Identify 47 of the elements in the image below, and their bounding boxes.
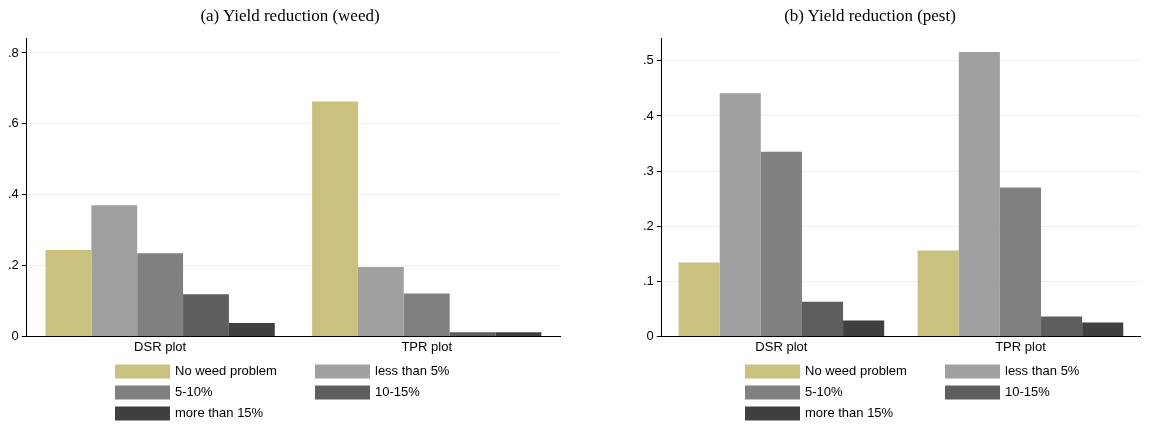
bar bbox=[91, 205, 138, 336]
legend-label: more than 15% bbox=[805, 404, 894, 420]
y-tick-label: .2 bbox=[643, 217, 654, 233]
x-tick-label: DSR plot bbox=[134, 338, 187, 354]
bar bbox=[958, 52, 1000, 336]
x-tick-label: DSR plot bbox=[755, 338, 808, 354]
legend-label: No weed problem bbox=[805, 362, 907, 378]
y-tick-label: .1 bbox=[643, 272, 654, 288]
bar bbox=[183, 294, 229, 336]
bar bbox=[760, 151, 802, 336]
bar bbox=[1041, 316, 1083, 336]
legend-label: 10-15% bbox=[1005, 383, 1051, 399]
x-tick-label: TPR plot bbox=[401, 338, 453, 354]
bar bbox=[719, 93, 761, 336]
bar bbox=[403, 293, 450, 336]
bar bbox=[843, 320, 885, 336]
bar bbox=[45, 249, 92, 336]
legend-label: No weed problem bbox=[175, 362, 277, 378]
chart-title: (b) Yield reduction (pest) bbox=[783, 5, 957, 27]
y-tick-label: .6 bbox=[8, 115, 19, 131]
y-tick-label: .8 bbox=[8, 44, 19, 60]
legend-label: 10-15% bbox=[375, 383, 421, 399]
y-tick-label: .4 bbox=[8, 186, 19, 202]
legend-label: 5-10% bbox=[805, 383, 844, 399]
bar bbox=[357, 266, 404, 336]
legend-label: less than 5% bbox=[1005, 362, 1080, 378]
y-tick-label: .4 bbox=[643, 107, 654, 123]
legend-label: more than 15% bbox=[175, 404, 264, 420]
bar bbox=[228, 322, 275, 336]
legend-label: 5-10% bbox=[175, 383, 214, 399]
y-tick-label: 0 bbox=[11, 327, 19, 343]
bar bbox=[137, 253, 184, 336]
y-tick-label: .2 bbox=[8, 257, 19, 273]
chart-title: (a) Yield reduction (weed) bbox=[199, 5, 381, 27]
legend-label: less than 5% bbox=[375, 362, 450, 378]
bar bbox=[1082, 322, 1124, 336]
y-tick-label: .3 bbox=[643, 162, 654, 178]
bar bbox=[917, 250, 959, 336]
y-tick-label: .5 bbox=[643, 52, 654, 68]
bar bbox=[801, 301, 844, 336]
bar bbox=[495, 332, 542, 336]
bar bbox=[312, 101, 358, 336]
x-tick-label: TPR plot bbox=[995, 338, 1047, 354]
y-tick-label: 0 bbox=[646, 327, 654, 343]
bar bbox=[449, 332, 496, 336]
bar bbox=[678, 262, 720, 336]
bar bbox=[999, 187, 1042, 336]
